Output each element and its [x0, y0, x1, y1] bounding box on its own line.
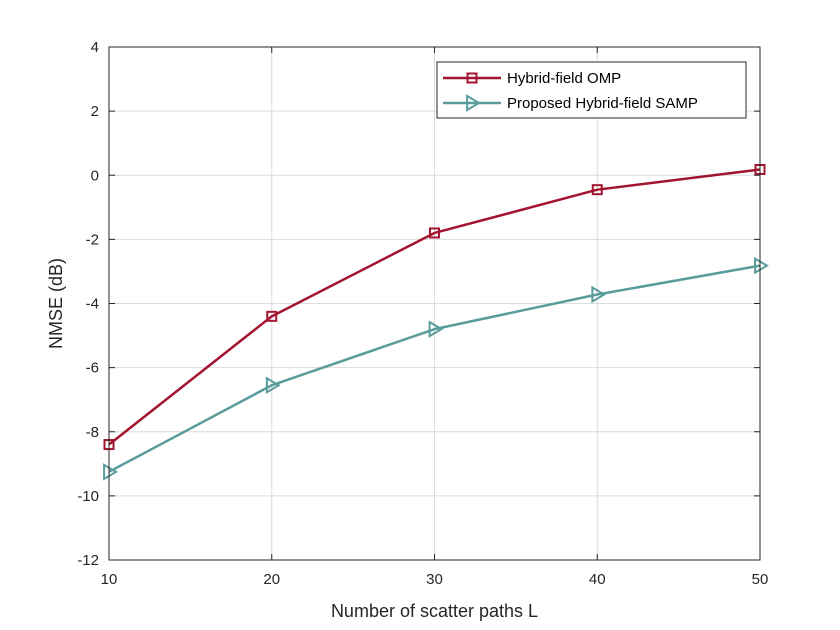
series-line — [108, 264, 761, 473]
x-tick-label: 30 — [426, 571, 443, 588]
y-tick-label: -12 — [77, 552, 99, 569]
axis-ticks: 10 20 30 40 50 -12 -10 -8 -6 -4 -2 0 2 4 — [77, 39, 768, 588]
x-tick-label: 50 — [752, 571, 769, 588]
data-point-marker — [754, 256, 769, 275]
legend-entry-1: Proposed Hybrid-field SAMP — [443, 94, 698, 112]
y-tick-label: 0 — [91, 167, 99, 184]
x-axis-label: Number of scatter paths L — [331, 601, 538, 621]
data-point-marker — [103, 463, 118, 481]
x-tick-label: 20 — [263, 571, 280, 588]
series-1 — [103, 256, 769, 481]
series-line — [108, 168, 761, 446]
y-tick-label: -4 — [86, 296, 99, 313]
y-tick-label: 2 — [91, 103, 99, 120]
data-point-marker — [429, 227, 440, 239]
data-point-marker — [266, 310, 278, 322]
y-tick-label: -10 — [77, 488, 99, 505]
y-tick-label: -6 — [86, 360, 99, 377]
y-axis-label: NMSE (dB) — [46, 258, 66, 349]
data-point-marker — [265, 376, 281, 395]
legend-marker — [466, 72, 478, 84]
legend-box — [436, 61, 747, 119]
legend-entry-0: Hybrid-field OMP — [443, 70, 621, 87]
data-point-marker — [428, 320, 444, 338]
data-point-marker — [591, 184, 603, 196]
y-tick-label: 4 — [91, 39, 99, 56]
legend-marker — [466, 94, 481, 112]
y-tick-label: -2 — [86, 231, 99, 248]
legend: Hybrid-field OMP Proposed Hybrid-field SA… — [436, 61, 747, 119]
legend-label: Proposed Hybrid-field SAMP — [507, 95, 698, 112]
legend-label: Hybrid-field OMP — [507, 70, 621, 87]
x-tick-label: 10 — [101, 571, 118, 588]
y-tick-label: -8 — [86, 424, 99, 441]
data-point-marker — [591, 285, 607, 304]
x-tick-label: 40 — [589, 571, 606, 588]
